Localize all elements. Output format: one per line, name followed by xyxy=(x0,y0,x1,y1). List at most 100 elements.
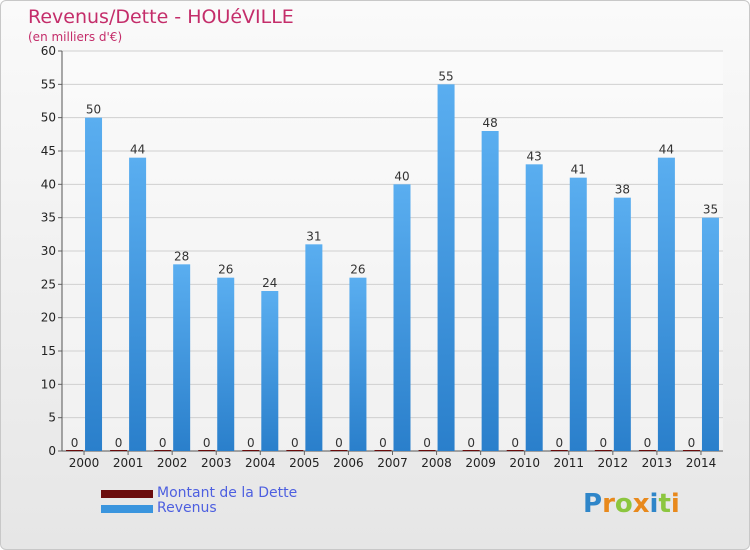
y-tick-label: 60 xyxy=(41,44,56,58)
bar-revenue xyxy=(217,277,235,451)
bar-debt xyxy=(154,450,172,451)
x-tick-label: 2002 xyxy=(157,456,188,470)
bar-revenue xyxy=(569,177,587,451)
bar-debt xyxy=(638,450,656,451)
bar-debt xyxy=(506,450,524,451)
legend-label-debt: Montant de la Dette xyxy=(157,485,298,501)
bar-revenue xyxy=(437,84,455,451)
bar-label-debt: 0 xyxy=(644,436,652,450)
x-tick-label: 2008 xyxy=(421,456,452,470)
x-tick-label: 2000 xyxy=(69,456,100,470)
y-tick-label: 10 xyxy=(41,377,56,391)
bar-label-revenue: 43 xyxy=(527,149,542,163)
bar-label-debt: 0 xyxy=(600,436,608,450)
bar-label-revenue: 31 xyxy=(306,229,321,243)
bar-debt xyxy=(374,450,392,451)
y-tick-label: 35 xyxy=(41,211,56,225)
bar-debt xyxy=(594,450,612,451)
bar-label-revenue: 26 xyxy=(218,263,233,277)
logo-letter: r xyxy=(602,489,615,519)
bar-debt xyxy=(682,450,700,451)
y-tick-label: 0 xyxy=(48,444,56,458)
x-tick-label: 2013 xyxy=(642,456,673,470)
x-tick-label: 2009 xyxy=(465,456,496,470)
bar-debt xyxy=(462,450,480,451)
bar-debt xyxy=(286,450,304,451)
logo-letter: i xyxy=(670,489,680,519)
x-tick-label: 2004 xyxy=(245,456,276,470)
bar-label-revenue: 28 xyxy=(174,249,189,263)
y-tick-label: 45 xyxy=(41,144,56,158)
x-tick-label: 2014 xyxy=(686,456,717,470)
bar-revenue xyxy=(173,264,191,451)
bar-debt xyxy=(198,450,216,451)
bar-label-debt: 0 xyxy=(335,436,343,450)
bar-debt xyxy=(242,450,260,451)
bar-revenue xyxy=(349,277,367,451)
bar-label-revenue: 24 xyxy=(262,276,277,290)
bar-label-debt: 0 xyxy=(379,436,387,450)
bar-revenue xyxy=(525,164,543,452)
bar-debt xyxy=(418,450,436,451)
y-tick-label: 40 xyxy=(41,177,56,191)
bar-label-revenue: 35 xyxy=(703,203,718,217)
bar-label-revenue: 41 xyxy=(571,163,586,177)
bar-label-debt: 0 xyxy=(247,436,255,450)
bar-debt xyxy=(110,450,128,451)
bar-debt xyxy=(330,450,348,451)
x-tick-label: 2011 xyxy=(553,456,584,470)
logo-letter: P xyxy=(583,489,603,519)
bar-revenue xyxy=(701,217,719,451)
bar-label-debt: 0 xyxy=(511,436,519,450)
y-tick-label: 50 xyxy=(41,111,56,125)
bar-label-revenue: 40 xyxy=(394,169,409,183)
logo-letter: x xyxy=(632,489,650,519)
y-tick-label: 15 xyxy=(41,344,56,358)
bar-label-debt: 0 xyxy=(291,436,299,450)
bar-label-debt: 0 xyxy=(115,436,123,450)
y-tick-label: 20 xyxy=(41,311,56,325)
y-tick-label: 25 xyxy=(41,277,56,291)
bar-revenue xyxy=(261,291,279,451)
legend-label-revenue: Revenus xyxy=(157,500,217,516)
bar-debt xyxy=(66,450,84,451)
bar-revenue xyxy=(85,117,103,452)
bar-debt xyxy=(550,450,568,451)
bar-revenue xyxy=(393,184,411,452)
bar-label-debt: 0 xyxy=(423,436,431,450)
bar-label-debt: 0 xyxy=(159,436,167,450)
x-tick-label: 2003 xyxy=(201,456,232,470)
bar-label-revenue: 48 xyxy=(482,116,497,130)
bar-label-debt: 0 xyxy=(688,436,696,450)
x-tick-label: 2010 xyxy=(509,456,540,470)
legend-swatch-revenue xyxy=(101,505,153,513)
bar-revenue xyxy=(481,131,499,451)
logo-letter: o xyxy=(614,489,633,519)
bar-label-debt: 0 xyxy=(71,436,79,450)
legend-swatch-debt xyxy=(101,490,153,498)
bar-label-revenue: 50 xyxy=(86,103,101,117)
y-tick-label: 30 xyxy=(41,244,56,258)
bar-revenue xyxy=(657,157,675,451)
chart-subtitle: (en milliers d'€) xyxy=(28,30,123,44)
bar-label-debt: 0 xyxy=(555,436,563,450)
bar-label-revenue: 44 xyxy=(130,143,145,157)
y-tick-label: 55 xyxy=(41,77,56,91)
proxiti-logo: Proxiti xyxy=(583,489,680,519)
bar-label-revenue: 55 xyxy=(438,69,453,83)
x-tick-label: 2012 xyxy=(598,456,629,470)
bar-revenue xyxy=(613,197,631,451)
bar-label-revenue: 26 xyxy=(350,263,365,277)
y-tick-label: 5 xyxy=(48,411,56,425)
bar-label-revenue: 44 xyxy=(659,143,674,157)
logo-letter: i xyxy=(649,489,659,519)
logo-letter: t xyxy=(658,489,671,519)
x-tick-label: 2007 xyxy=(377,456,408,470)
x-tick-label: 2001 xyxy=(113,456,144,470)
bar-label-debt: 0 xyxy=(203,436,211,450)
bar-revenue xyxy=(129,157,147,451)
chart-title: Revenus/Dette - HOUéVILLE xyxy=(28,6,294,28)
x-tick-label: 2005 xyxy=(289,456,320,470)
